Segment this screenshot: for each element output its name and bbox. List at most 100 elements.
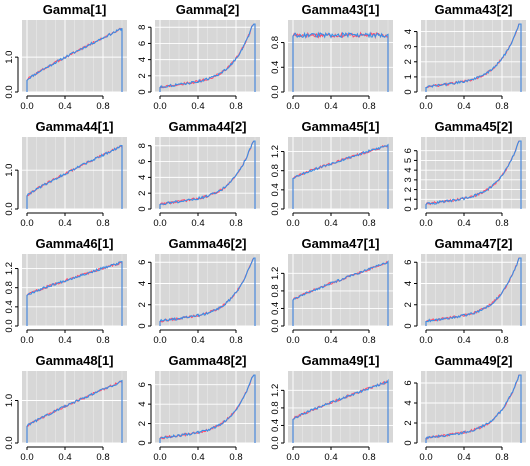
series-chain-2-line <box>292 260 389 326</box>
y-tick-label: 1.2 <box>270 384 281 397</box>
x-tick-label: 0.0 <box>153 335 166 346</box>
x-tick-label: 0.4 <box>457 452 470 463</box>
series-chain-2-line <box>26 379 123 443</box>
x-tick-label: 0.8 <box>362 218 375 229</box>
y-tick-label: 2 <box>137 73 148 78</box>
y-tick-label: 1.0 <box>4 394 15 407</box>
y-tick-label: 4 <box>403 29 414 34</box>
x-tick-label: 0.8 <box>96 452 109 463</box>
y-tick-label: 0.0 <box>4 85 15 98</box>
x-tick-label: 0.0 <box>20 218 33 229</box>
y-tick-label: 2 <box>403 59 414 64</box>
y-tick-label: 6 <box>137 159 148 164</box>
panel-title: Gamma43[1] <box>301 2 379 17</box>
x-tick-label: 0.4 <box>324 101 337 112</box>
y-tick-label: 6 <box>137 41 148 46</box>
panel-title: Gamma47[2] <box>434 236 512 251</box>
y-tick-label: 0.0 <box>4 436 15 449</box>
y-tick-label: 0.0 <box>4 319 15 332</box>
y-tick-label: 3 <box>403 177 414 182</box>
y-tick-label: 0 <box>137 89 148 94</box>
x-tick-label: 0.8 <box>362 335 375 346</box>
panel-16: Gamma49[2] 0.0 0.4 0.8 0 2 4 6 <box>403 353 526 463</box>
y-tick-label: 2 <box>137 421 148 426</box>
series-chain-2-line <box>26 27 123 92</box>
y-tick-label: 0.8 <box>270 284 281 297</box>
x-tick-label: 0.0 <box>419 218 432 229</box>
x-tick-label: 0.4 <box>58 452 71 463</box>
x-tick-label: 0.8 <box>495 101 508 112</box>
x-tick-label: 0.4 <box>191 452 204 463</box>
y-tick-label: 2 <box>137 191 148 196</box>
y-tick-label: 4 <box>137 175 148 180</box>
x-tick-label: 0.4 <box>324 218 337 229</box>
y-tick-label: 0.4 <box>270 61 281 74</box>
x-tick-label: 0.8 <box>362 452 375 463</box>
series-chain-2-line <box>159 140 256 209</box>
panel-14: Gamma48[2] 0.0 0.4 0.8 0 2 4 6 <box>137 353 260 463</box>
panel-13: Gamma48[1] 0.0 0.4 0.8 0.0 1.0 <box>4 353 127 463</box>
y-tick-label: 6 <box>137 260 148 265</box>
y-tick-label: 6 <box>137 382 148 387</box>
y-tick-label: 0.0 <box>270 436 281 449</box>
x-tick-label: 0.8 <box>96 218 109 229</box>
y-tick-label: 1.2 <box>270 267 281 280</box>
panel-10: Gamma46[2] 0.0 0.4 0.8 0 2 4 6 <box>137 236 260 346</box>
y-tick-label: 8 <box>137 25 148 30</box>
series-chain-2-line <box>292 143 389 209</box>
y-tick-label: 0 <box>403 323 414 328</box>
panel-title: Gamma49[1] <box>301 353 379 368</box>
y-tick-label: 0.4 <box>270 302 281 315</box>
x-tick-label: 0.4 <box>324 452 337 463</box>
series-chain-2-line <box>425 140 522 209</box>
x-tick-label: 0.8 <box>362 101 375 112</box>
panel-title: Gamma43[2] <box>434 2 512 17</box>
y-tick-label: 0.8 <box>4 281 15 294</box>
y-tick-label: 0 <box>403 206 414 211</box>
y-tick-label: 4 <box>137 57 148 62</box>
panel-title: Gamma44[2] <box>168 119 246 134</box>
y-tick-label: 2 <box>137 302 148 307</box>
y-tick-label: 0.8 <box>270 36 281 49</box>
panel-title: Gamma[2] <box>176 2 240 17</box>
y-tick-label: 0.0 <box>270 202 281 215</box>
y-tick-label: 2 <box>403 187 414 192</box>
y-tick-label: 1.2 <box>270 145 281 158</box>
panel-6: Gamma44[2] 0.0 0.4 0.8 0 2 4 6 8 <box>137 119 260 229</box>
series-chain-2-line <box>292 378 389 443</box>
series-chain-2-line <box>159 23 256 92</box>
x-tick-label: 0.8 <box>229 335 242 346</box>
series-chain-2-line <box>425 23 522 92</box>
x-tick-label: 0.8 <box>229 101 242 112</box>
panel-title: Gamma45[1] <box>301 119 379 134</box>
x-tick-label: 0.4 <box>58 218 71 229</box>
y-tick-label: 8 <box>137 143 148 148</box>
y-tick-label: 0 <box>403 440 414 445</box>
series-chain-2-line <box>292 31 389 92</box>
y-tick-label: 0 <box>137 323 148 328</box>
y-tick-label: 5 <box>403 158 414 163</box>
y-tick-label: 6 <box>403 380 414 385</box>
x-tick-label: 0.0 <box>419 452 432 463</box>
x-tick-label: 0.0 <box>20 452 33 463</box>
y-tick-label: 0.0 <box>270 319 281 332</box>
x-tick-label: 0.0 <box>153 452 166 463</box>
series-chain-2-line <box>425 257 522 326</box>
x-tick-label: 0.8 <box>96 101 109 112</box>
series-chain-2-line <box>425 374 522 443</box>
x-tick-label: 0.4 <box>457 218 470 229</box>
y-tick-label: 4 <box>403 167 414 172</box>
y-tick-label: 4 <box>137 401 148 406</box>
x-tick-label: 0.0 <box>153 101 166 112</box>
series-chain-2-line <box>159 374 256 443</box>
x-tick-label: 0.0 <box>20 335 33 346</box>
x-tick-label: 0.0 <box>153 218 166 229</box>
x-tick-label: 0.0 <box>419 335 432 346</box>
x-tick-label: 0.4 <box>457 335 470 346</box>
x-tick-label: 0.8 <box>495 452 508 463</box>
panel-title: Gamma48[1] <box>35 353 113 368</box>
y-tick-label: 0.0 <box>4 202 15 215</box>
x-tick-label: 0.4 <box>58 335 71 346</box>
series-chain-2-line <box>159 257 256 326</box>
y-tick-label: 1 <box>403 197 414 202</box>
